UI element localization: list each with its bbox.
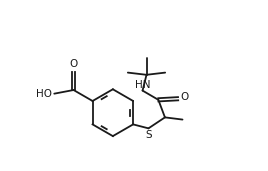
Text: O: O <box>69 59 78 69</box>
Text: O: O <box>180 92 188 102</box>
Text: HO: HO <box>36 89 53 99</box>
Text: HN: HN <box>135 80 151 89</box>
Text: S: S <box>145 130 152 140</box>
